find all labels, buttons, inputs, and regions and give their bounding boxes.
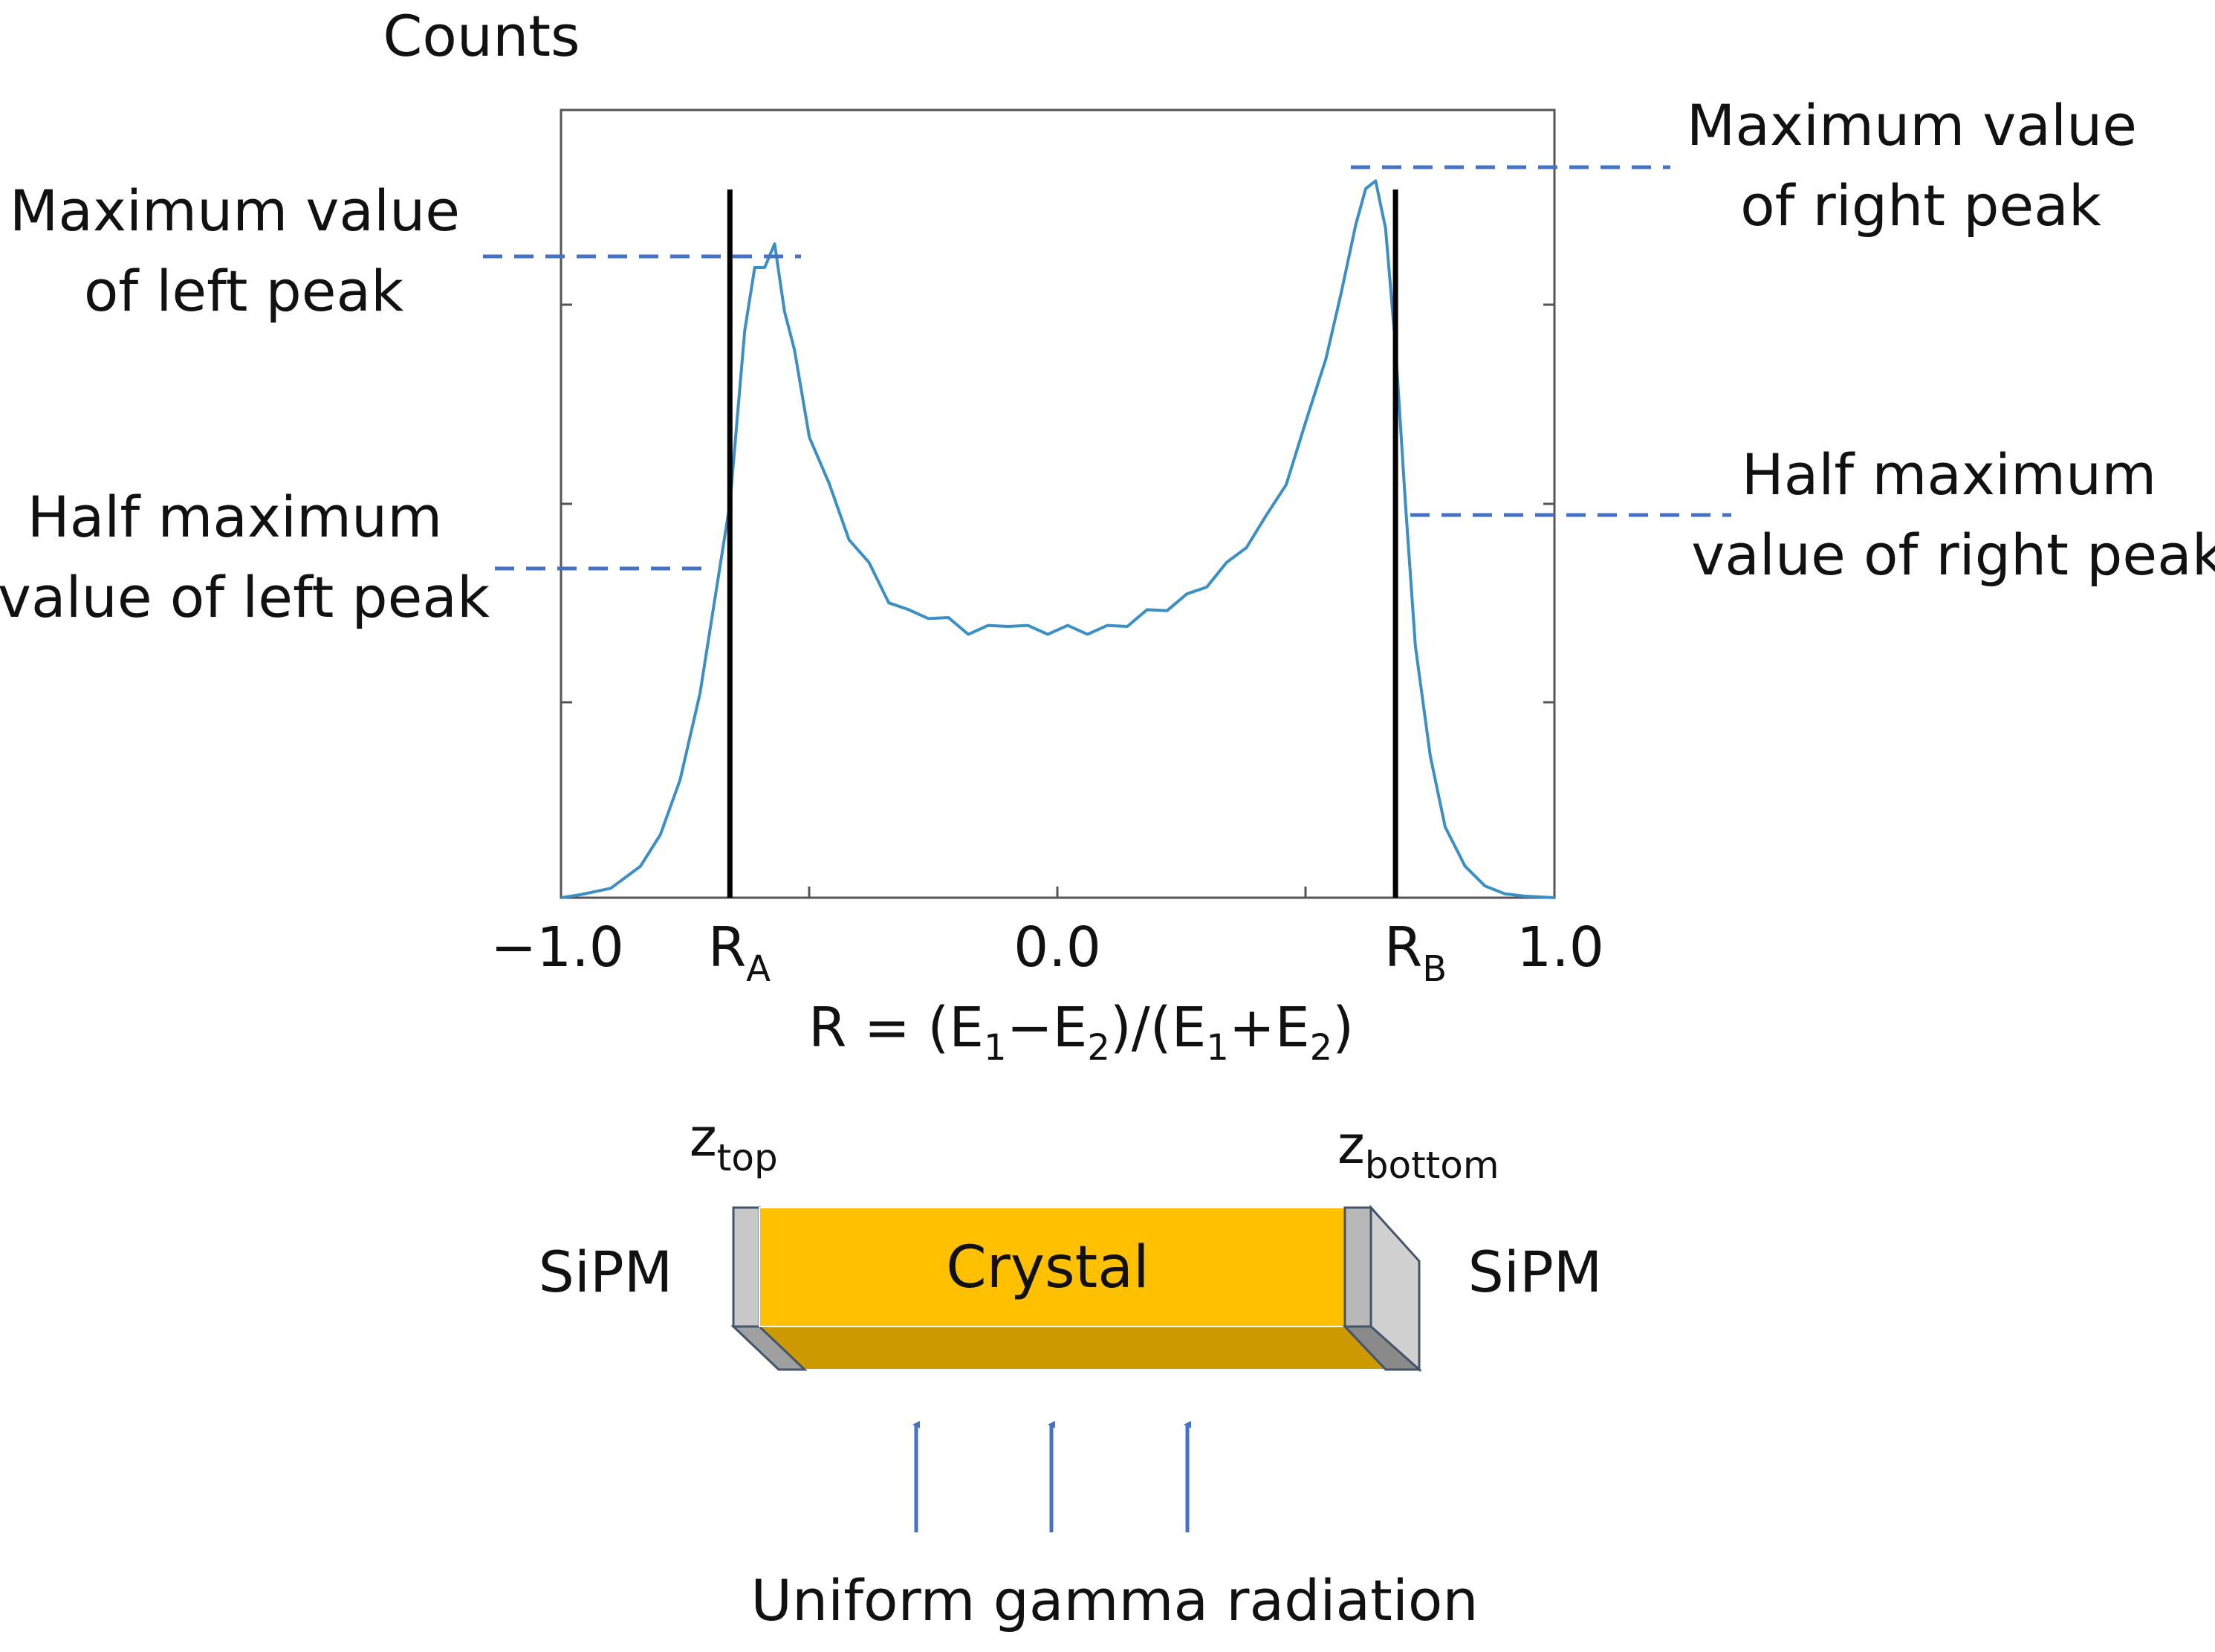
annotation-line: of left peak — [84, 258, 403, 324]
annotation-left-half: Half maximum value of left peak — [0, 484, 490, 630]
annotation-right-max: Maximum value of right peak — [1687, 92, 2155, 239]
x-tick-label-min: −1.0 — [490, 916, 624, 979]
xlabel-part: −E — [1007, 996, 1088, 1060]
annotation-line: Half maximum — [1742, 441, 2157, 508]
xlabel-part: )/(E — [1110, 996, 1206, 1060]
rb-main: R — [1384, 916, 1422, 979]
annotation-left-max: Maximum value of left peak — [10, 178, 478, 324]
annotation-line: Maximum value — [1687, 92, 2137, 158]
series-line-counts — [560, 179, 1555, 899]
x-tick-label-ra: RA — [708, 916, 771, 990]
ra-sub: A — [746, 948, 771, 990]
z-top-label: ztop — [690, 1107, 778, 1179]
xlabel-part: +E — [1229, 996, 1310, 1060]
x-tick-label-zero: 0.0 — [1014, 916, 1101, 979]
z-top-sub: top — [717, 1136, 778, 1179]
xlabel-part: 2 — [1310, 1027, 1333, 1069]
z-bottom-main: z — [1337, 1115, 1365, 1176]
left-sipm — [732, 1206, 761, 1328]
xlabel-part: 1 — [1206, 1027, 1229, 1069]
crystal-bottom-face — [757, 1326, 1388, 1370]
x-axis-label: R = (E1−E2)/(E1+E2) — [808, 996, 1354, 1069]
annotation-line: Half maximum — [27, 484, 443, 550]
xlabel-part: 2 — [1087, 1027, 1110, 1069]
sipm-left-label: SiPM — [539, 1239, 673, 1305]
sipm-right-label: SiPM — [1468, 1239, 1603, 1305]
annotation-line: of right peak — [1740, 172, 2101, 239]
right-sipm — [1343, 1206, 1372, 1328]
ra-main: R — [708, 916, 746, 979]
detector-diagram: ztop zbottom Crystal SiPM SiPM Uniform g… — [539, 1107, 1603, 1633]
peak-annotations: Maximum value of left peak Half maximum … — [0, 92, 2215, 630]
crystal-label: Crystal — [946, 1234, 1149, 1301]
x-tick-label-rb: RB — [1384, 916, 1447, 990]
annotation-line: value of right peak — [1691, 522, 2215, 588]
annotation-line: Maximum value — [10, 178, 460, 244]
annotation-line: value of left peak — [0, 564, 490, 630]
xlabel-part: 1 — [984, 1027, 1007, 1069]
xlabel-part: ) — [1332, 996, 1354, 1060]
z-bottom-sub: bottom — [1365, 1144, 1499, 1187]
x-tick-label-max: 1.0 — [1517, 916, 1604, 979]
y-axis-label: Counts — [383, 3, 580, 69]
radiation-label: Uniform gamma radiation — [750, 1567, 1478, 1633]
crystal-front-face — [759, 1207, 1346, 1327]
z-top-main: z — [690, 1107, 717, 1168]
histogram-chart: Counts −1.0 0.0 1.0 RA RB R = (E1−E2)/(E… — [383, 3, 1603, 1069]
xlabel-part: R = (E — [808, 996, 984, 1060]
plot-ticks — [561, 303, 1554, 898]
annotation-right-half: Half maximum value of right peak — [1691, 441, 2215, 588]
z-bottom-label: zbottom — [1337, 1115, 1499, 1187]
rb-sub: B — [1422, 948, 1447, 990]
